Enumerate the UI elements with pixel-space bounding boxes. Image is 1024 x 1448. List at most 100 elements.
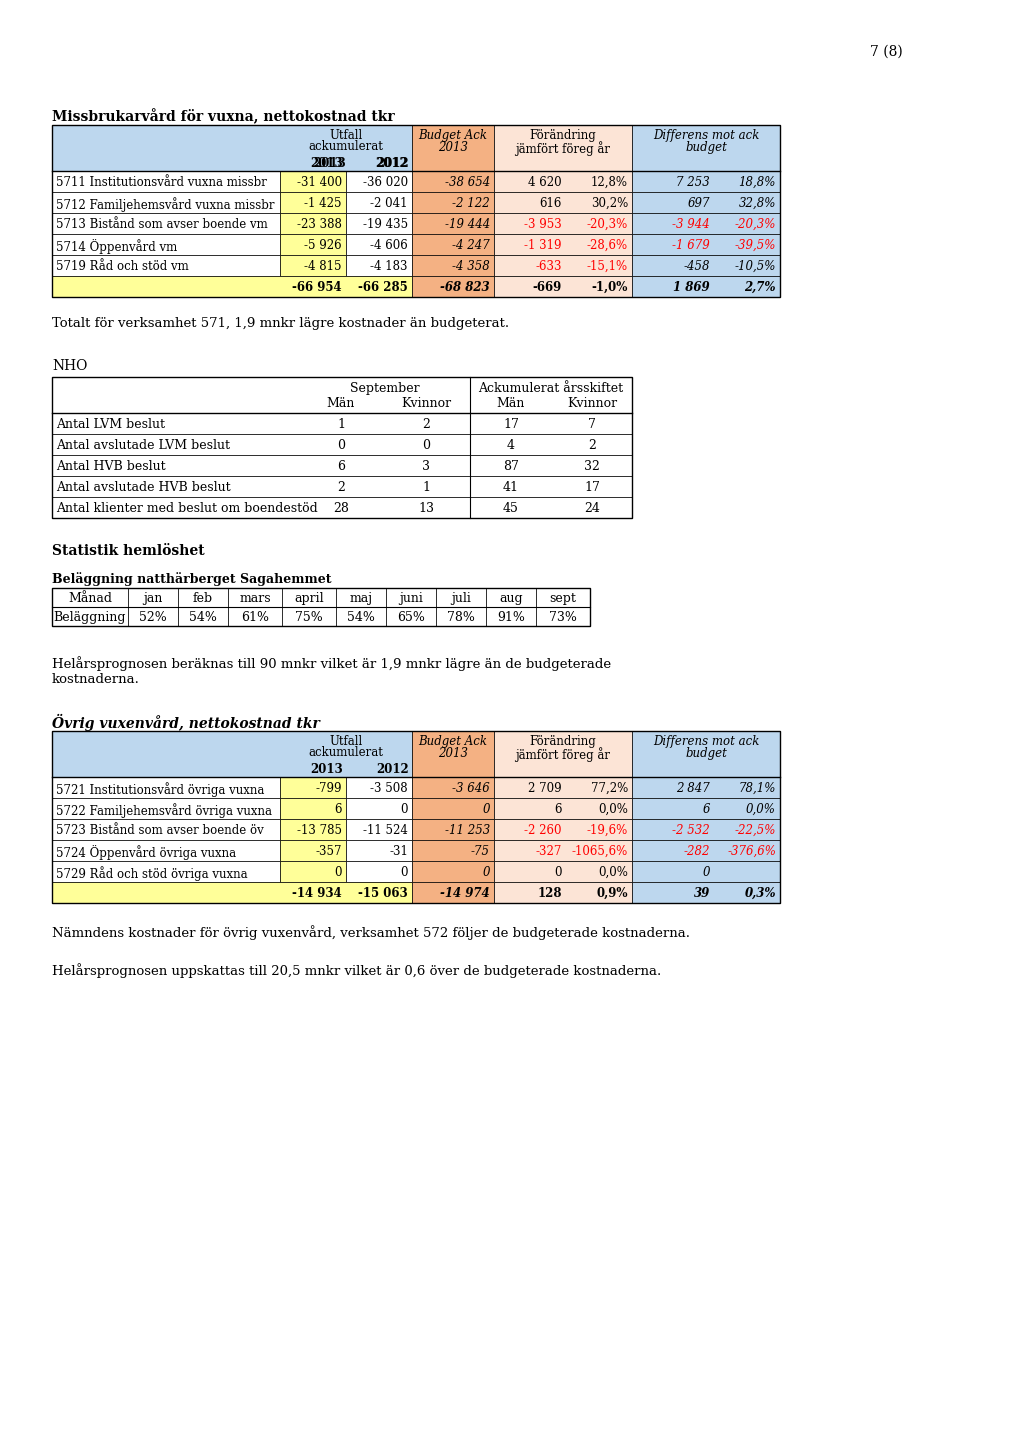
- Bar: [632, 731, 780, 778]
- Bar: [536, 588, 590, 607]
- Text: 2 847: 2 847: [676, 782, 710, 795]
- Text: -15,1%: -15,1%: [587, 261, 628, 274]
- Text: 2: 2: [337, 481, 345, 494]
- Text: 2013: 2013: [438, 140, 468, 153]
- Text: 6: 6: [337, 460, 345, 473]
- Bar: [346, 193, 412, 213]
- Bar: [536, 607, 590, 626]
- Text: -14 934: -14 934: [292, 888, 342, 901]
- Text: -19,6%: -19,6%: [587, 824, 628, 837]
- Text: Antal avslutade HVB beslut: Antal avslutade HVB beslut: [56, 481, 230, 494]
- Text: jämfört föreg år: jämfört föreg år: [515, 140, 610, 156]
- Text: Nämndens kostnader för övrig vuxenvård, verksamhet 572 följer de budgeterade kos: Nämndens kostnader för övrig vuxenvård, …: [52, 925, 690, 940]
- Text: -2 260: -2 260: [524, 824, 562, 837]
- Text: feb: feb: [193, 592, 213, 605]
- Text: 6: 6: [335, 804, 342, 817]
- Text: -2 532: -2 532: [672, 824, 710, 837]
- Text: -13 785: -13 785: [297, 824, 342, 837]
- Text: -14 974: -14 974: [440, 888, 490, 901]
- Bar: [52, 862, 280, 882]
- Bar: [494, 171, 632, 193]
- Text: Övrig vuxenvård, nettokostnad tkr: Övrig vuxenvård, nettokostnad tkr: [52, 714, 319, 731]
- Bar: [228, 588, 282, 607]
- Text: 2: 2: [422, 418, 430, 432]
- Text: 61%: 61%: [241, 611, 269, 624]
- Text: 5724 Öppenvård övriga vuxna: 5724 Öppenvård övriga vuxna: [56, 846, 237, 860]
- Bar: [632, 255, 780, 277]
- Text: 5729 Råd och stöd övriga vuxna: 5729 Råd och stöd övriga vuxna: [56, 866, 248, 880]
- Text: mars: mars: [240, 592, 270, 605]
- Text: Månad: Månad: [68, 592, 112, 605]
- Bar: [52, 376, 632, 413]
- Bar: [52, 376, 632, 518]
- Text: Helårsprognosen beräknas till 90 mnkr vilket är 1,9 mnkr lägre än de budgeterade: Helårsprognosen beräknas till 90 mnkr vi…: [52, 656, 611, 686]
- Text: 5723 Bistånd som avser boende öv: 5723 Bistånd som avser boende öv: [56, 824, 264, 837]
- Text: Statistik hemlöshet: Statistik hemlöshet: [52, 544, 205, 557]
- Bar: [412, 171, 494, 193]
- Text: -20,3%: -20,3%: [587, 219, 628, 232]
- Bar: [632, 213, 780, 235]
- Text: ackumulerat: ackumulerat: [308, 746, 383, 759]
- Bar: [346, 778, 412, 798]
- Text: 54%: 54%: [189, 611, 217, 624]
- Bar: [494, 213, 632, 235]
- Text: -31: -31: [389, 846, 408, 859]
- Bar: [52, 171, 280, 193]
- Text: 0: 0: [555, 866, 562, 879]
- Text: 2012: 2012: [375, 156, 408, 169]
- Text: 17: 17: [584, 481, 600, 494]
- Bar: [632, 862, 780, 882]
- Bar: [52, 778, 280, 798]
- Text: Budget Ack: Budget Ack: [419, 736, 487, 749]
- Text: 32,8%: 32,8%: [738, 197, 776, 210]
- Text: -3 953: -3 953: [524, 219, 562, 232]
- Text: -66 954: -66 954: [293, 281, 342, 294]
- Text: 6: 6: [702, 804, 710, 817]
- Bar: [52, 213, 280, 235]
- Text: 0: 0: [482, 804, 490, 817]
- Bar: [494, 798, 632, 820]
- Text: -31 400: -31 400: [297, 177, 342, 190]
- Bar: [280, 862, 346, 882]
- Text: 17: 17: [503, 418, 519, 432]
- Bar: [52, 434, 632, 455]
- Text: -66 285: -66 285: [358, 281, 408, 294]
- Text: Helårsprognosen uppskattas till 20,5 mnkr vilket är 0,6 över de budgeterade kost: Helårsprognosen uppskattas till 20,5 mnk…: [52, 963, 662, 977]
- Bar: [52, 607, 128, 626]
- Text: 3: 3: [422, 460, 430, 473]
- Text: 0,0%: 0,0%: [746, 804, 776, 817]
- Bar: [52, 235, 280, 255]
- Text: -799: -799: [315, 782, 342, 795]
- Text: 7: 7: [588, 418, 596, 432]
- Text: Män: Män: [327, 397, 355, 410]
- Text: 2012: 2012: [376, 156, 409, 169]
- Text: 0: 0: [422, 439, 430, 452]
- Text: 52%: 52%: [139, 611, 167, 624]
- Text: 12,8%: 12,8%: [591, 177, 628, 190]
- Text: 1: 1: [422, 481, 430, 494]
- Text: -20,3%: -20,3%: [734, 219, 776, 232]
- Text: Kvinnor: Kvinnor: [567, 397, 617, 410]
- Bar: [494, 778, 632, 798]
- Bar: [282, 607, 336, 626]
- Text: Utfall: Utfall: [330, 129, 362, 142]
- Bar: [280, 171, 346, 193]
- Text: Antal HVB beslut: Antal HVB beslut: [56, 460, 166, 473]
- Bar: [632, 798, 780, 820]
- Text: -282: -282: [683, 846, 710, 859]
- Text: -376,6%: -376,6%: [727, 846, 776, 859]
- Bar: [632, 277, 780, 297]
- Text: -3 944: -3 944: [672, 219, 710, 232]
- Text: 2013: 2013: [313, 156, 346, 169]
- Bar: [346, 820, 412, 840]
- Text: -19 444: -19 444: [444, 219, 490, 232]
- Bar: [346, 213, 412, 235]
- Bar: [280, 798, 346, 820]
- Text: aug: aug: [499, 592, 523, 605]
- Bar: [632, 235, 780, 255]
- Text: 7 253: 7 253: [676, 177, 710, 190]
- Bar: [412, 213, 494, 235]
- Bar: [386, 607, 436, 626]
- Bar: [632, 125, 780, 171]
- Text: -23 388: -23 388: [297, 219, 342, 232]
